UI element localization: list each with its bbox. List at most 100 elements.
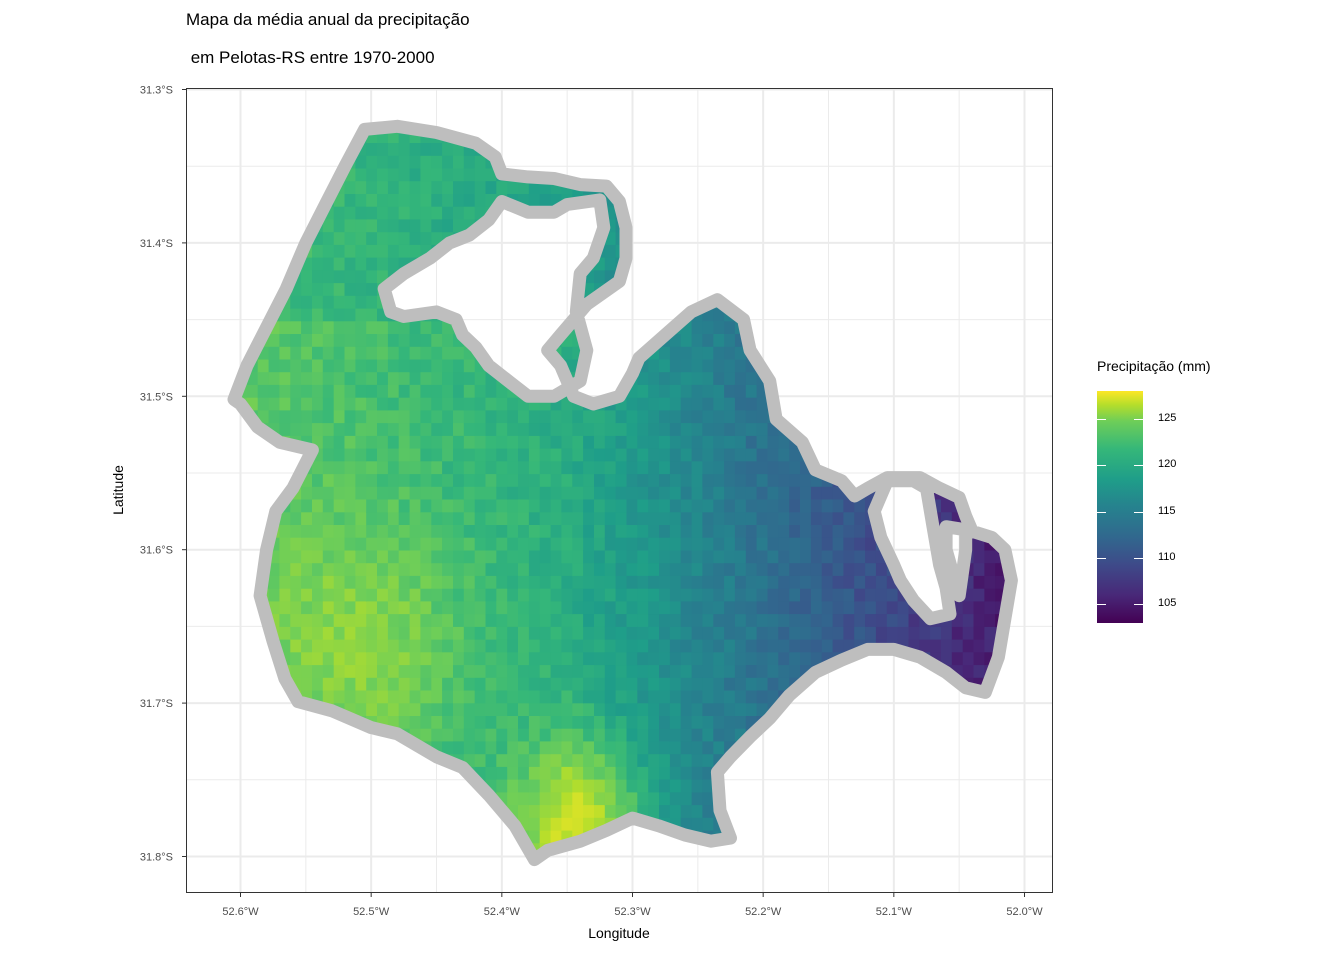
raster-cell xyxy=(702,626,714,641)
raster-cell xyxy=(518,194,530,208)
raster-cell xyxy=(496,181,508,195)
raster-cell xyxy=(387,626,400,641)
raster-cell xyxy=(344,206,356,220)
raster-cell xyxy=(333,614,346,628)
raster-cell xyxy=(431,143,443,157)
legend-tick-mark xyxy=(1097,604,1106,606)
raster-cell xyxy=(767,435,779,450)
raster-cell xyxy=(463,652,476,666)
raster-cell xyxy=(865,525,877,539)
raster-cell xyxy=(463,206,476,220)
raster-cell xyxy=(713,575,725,590)
raster-cell xyxy=(507,435,519,450)
raster-cell xyxy=(821,550,834,564)
raster-cell xyxy=(702,334,714,348)
raster-cell xyxy=(550,486,562,501)
raster-cell xyxy=(496,410,508,424)
raster-cell xyxy=(973,614,985,628)
raster-cell xyxy=(778,652,790,666)
raster-cell xyxy=(713,639,725,653)
raster-cell xyxy=(496,754,508,768)
raster-cell xyxy=(366,639,378,653)
raster-cell xyxy=(344,334,356,348)
raster-cell xyxy=(463,741,476,755)
raster-cell xyxy=(734,563,747,577)
raster-cell xyxy=(778,614,790,628)
raster-cell xyxy=(398,321,411,335)
raster-cell xyxy=(832,499,844,513)
raster-cell xyxy=(518,537,530,551)
raster-cell xyxy=(724,741,736,755)
raster-cell xyxy=(702,766,714,781)
raster-cell xyxy=(767,486,779,501)
raster-cell xyxy=(496,397,508,411)
raster-cell xyxy=(680,563,693,577)
raster-cell xyxy=(463,716,476,730)
raster-cell xyxy=(387,346,400,361)
raster-cell xyxy=(442,155,454,170)
raster-cell xyxy=(604,766,617,781)
raster-cell xyxy=(528,677,541,692)
raster-cell xyxy=(648,486,660,501)
raster-cell xyxy=(528,397,541,411)
raster-cell xyxy=(301,423,313,437)
raster-cell xyxy=(420,334,432,348)
raster-cell xyxy=(496,792,508,806)
raster-cell xyxy=(594,537,606,551)
raster-cell xyxy=(387,601,400,615)
raster-cell xyxy=(583,435,595,450)
raster-cell xyxy=(442,626,454,641)
raster-cell xyxy=(290,652,302,666)
raster-cell xyxy=(583,817,595,832)
raster-cell xyxy=(724,614,736,628)
raster-cell xyxy=(648,448,660,462)
raster-cell xyxy=(474,563,487,577)
raster-cell xyxy=(442,550,454,564)
raster-cell xyxy=(637,384,649,399)
raster-cell xyxy=(615,677,627,692)
raster-cell xyxy=(691,817,703,832)
raster-cell xyxy=(550,435,562,450)
raster-cell xyxy=(442,448,454,462)
raster-cell xyxy=(691,665,703,679)
raster-cell xyxy=(615,792,627,806)
raster-cell xyxy=(420,155,432,170)
raster-cell xyxy=(669,588,682,602)
raster-cell xyxy=(756,435,768,450)
raster-cell xyxy=(680,639,693,653)
raster-cell xyxy=(507,410,519,424)
raster-cell xyxy=(322,614,335,628)
raster-cell xyxy=(583,690,595,704)
raster-cell xyxy=(387,219,400,233)
raster-cell xyxy=(485,575,497,590)
raster-cell xyxy=(268,614,280,628)
raster-cell xyxy=(453,588,465,602)
raster-cell xyxy=(518,512,530,526)
raster-cell xyxy=(810,537,823,551)
raster-cell xyxy=(474,525,487,539)
raster-cell xyxy=(550,397,562,411)
raster-cell xyxy=(539,665,552,679)
raster-cell xyxy=(659,614,671,628)
raster-cell xyxy=(301,372,313,386)
raster-cell xyxy=(572,626,584,641)
raster-cell xyxy=(333,563,346,577)
raster-cell xyxy=(431,665,443,679)
raster-cell xyxy=(680,626,693,641)
raster-cell xyxy=(528,563,541,577)
raster-cell xyxy=(756,601,768,615)
raster-cell xyxy=(734,384,747,399)
raster-cell xyxy=(875,563,888,577)
raster-cell xyxy=(680,779,693,793)
raster-cell xyxy=(518,703,530,717)
raster-cell xyxy=(756,652,768,666)
raster-cell xyxy=(387,499,400,513)
raster-cell xyxy=(594,410,606,424)
raster-cell xyxy=(387,410,400,424)
raster-cell xyxy=(767,550,779,564)
raster-cell xyxy=(463,372,476,386)
raster-cell xyxy=(572,423,584,437)
raster-cell xyxy=(539,563,552,577)
raster-cell xyxy=(669,448,682,462)
raster-cell xyxy=(485,741,497,755)
